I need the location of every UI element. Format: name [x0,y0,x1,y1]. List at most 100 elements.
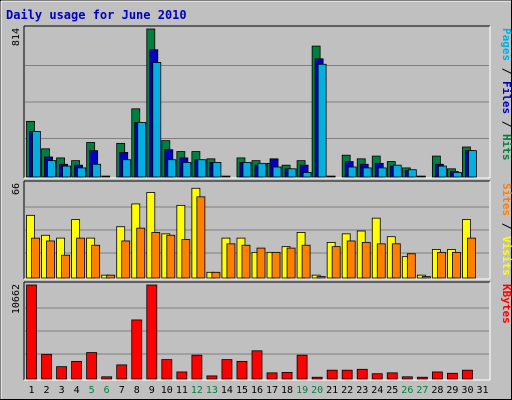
bar-kbytes [326,369,338,380]
bar-sites [467,237,476,279]
bar-pages [137,122,147,178]
legend-item: Sites [500,183,512,216]
x-tick-label: 2 [44,385,50,396]
x-tick-label: 26 [401,385,413,396]
bar-sites [286,247,296,279]
bar-pages [242,162,252,178]
legend-item: / [500,61,512,81]
bar-pages [392,164,402,178]
bar-pages [302,172,312,178]
bar-kbytes [386,372,398,380]
bar-kbytes [356,368,368,380]
bar-sites [76,237,86,279]
bar-sites [301,244,311,279]
bar-pages [453,172,462,178]
x-tick-label: 23 [356,385,368,396]
bar-hits [221,175,231,178]
legend: Pages / Files / Hits [500,28,512,161]
x-tick-label: 31 [476,385,488,396]
legend-item: Pages [500,28,512,61]
x-axis-labels: 1 2 3 4 5 6 7 8 9 10 11 12 13 14 15 16 17 18 19 20 21 22 23 24 2… [29,385,489,396]
bar-sites [331,246,341,279]
x-tick-label: 11 [176,385,188,396]
x-tick-label: 9 [149,385,155,396]
x-tick-label: 10 [161,385,173,396]
x-tick-label: 24 [371,385,383,396]
x-tick-label: 27 [416,385,428,396]
bar-kbytes [401,376,413,380]
bar-kbytes [161,359,173,380]
x-tick-label: 5 [89,385,95,396]
bar-pages [182,162,192,178]
bar-kbytes [116,364,128,380]
chart-title: Daily usage for June 2010 [6,8,187,22]
bar-sites [61,254,70,279]
bar-sites [136,227,146,279]
x-tick-label: 1 [29,385,35,396]
panel-kbytes: 10662 KBytes [11,281,512,381]
bar-sites [46,240,55,279]
bar-kbytes [221,359,233,380]
bar-sites [346,240,356,279]
bar-pages [167,159,177,178]
x-tick-label: 14 [221,385,233,396]
bar-kbytes [41,353,52,380]
y-max-label: 814 [11,28,22,46]
x-tick-label: 21 [326,385,338,396]
bar-sites [226,243,236,279]
bar-hits [416,175,426,178]
bar-pages [122,159,132,178]
bar-hits [326,175,336,178]
bar-kbytes [281,371,293,380]
legend-item: KBytes [500,284,512,324]
bar-sites [106,274,116,279]
bar-pages [437,165,447,178]
bar-sites [421,276,431,279]
bar-sites [31,237,40,279]
x-tick-label: 28 [431,385,443,396]
bar-sites [196,196,206,279]
legend: Sites / Visits [500,183,512,276]
bar-kbytes [371,373,383,380]
bar-sites [406,253,416,279]
legend-item: / [500,216,512,236]
x-tick-label: 20 [311,385,323,396]
bar-pages [407,169,417,178]
legend-item: Visits [500,236,512,276]
bar-pages [197,159,207,178]
x-tick-label: 13 [206,385,218,396]
x-tick-label: 29 [446,385,458,396]
bar-kbytes [176,371,188,380]
bar-pages [32,131,41,178]
y-max-label: 66 [11,183,22,195]
bar-pages [152,62,162,178]
bar-sites [316,276,326,279]
bar-pages [317,63,327,178]
x-tick-label: 22 [341,385,353,396]
bar-pages [377,167,387,178]
bar-kbytes [191,354,203,380]
bar-kbytes [206,375,218,380]
x-tick-label: 12 [191,385,203,396]
bar-pages [287,168,297,178]
bar-sites [391,243,401,279]
bar-sites [376,243,386,279]
bar-pages [468,150,477,178]
bar-kbytes [341,369,353,380]
bar-kbytes [56,366,67,380]
x-tick-label: 6 [104,385,110,396]
bar-pages [347,166,357,178]
bar-sites [166,234,176,279]
x-tick-label: 30 [461,385,473,396]
bar-kbytes [86,352,98,380]
bar-kbytes [131,319,143,380]
bar-sites [151,232,161,279]
bar-kbytes [26,284,37,380]
bar-pages [62,165,71,178]
bar-kbytes [146,284,158,380]
panels: 814 Pages / Files / Hits 66 Sites / Visits 1… [11,25,512,381]
bar-sites [241,244,251,279]
bar-pages [77,167,87,178]
bar-sites [256,247,266,279]
